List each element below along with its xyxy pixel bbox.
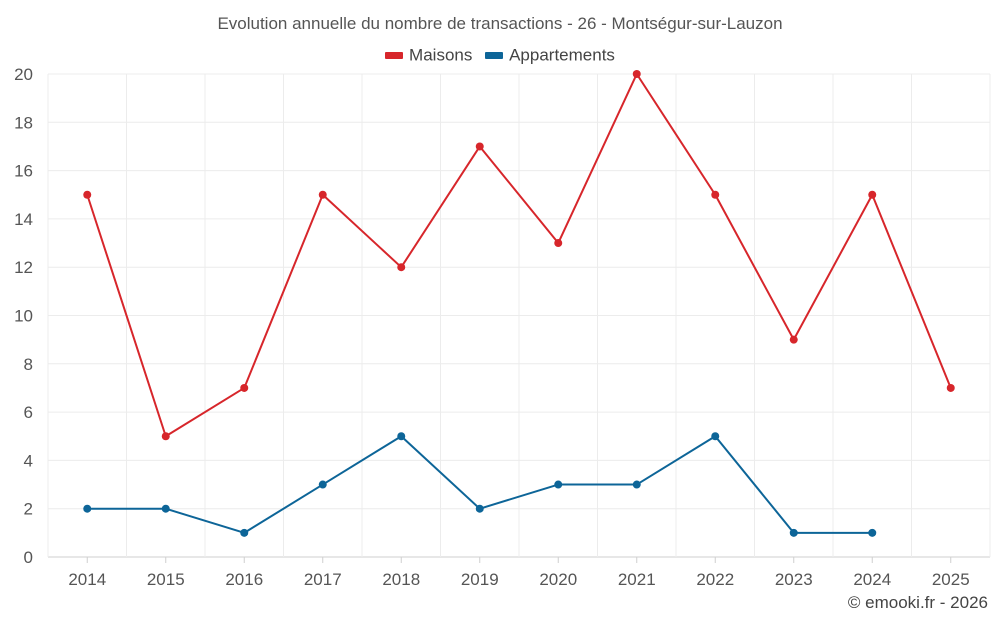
x-tick-label: 2025 [932, 570, 970, 589]
chart-title: Evolution annuelle du nombre de transact… [217, 14, 783, 33]
legend-label-maisons: Maisons [409, 45, 473, 65]
data-point-maisons[interactable] [554, 239, 563, 248]
data-point-appartements[interactable] [868, 528, 877, 537]
y-tick-label: 18 [14, 113, 33, 132]
x-tick-label: 2018 [382, 570, 420, 589]
y-tick-label: 6 [24, 403, 33, 422]
data-point-maisons[interactable] [946, 383, 955, 392]
y-tick-label: 12 [14, 258, 33, 277]
legend-swatch-maisons [385, 52, 404, 60]
y-tick-label: 14 [14, 210, 33, 229]
data-point-maisons[interactable] [711, 190, 720, 199]
data-point-maisons[interactable] [868, 190, 877, 199]
data-point-maisons[interactable] [240, 383, 249, 392]
grid [47, 73, 991, 558]
x-tick-label: 2020 [539, 570, 577, 589]
y-tick-label: 0 [24, 548, 33, 567]
data-point-maisons[interactable] [318, 190, 327, 199]
data-point-appartements[interactable] [318, 480, 327, 489]
data-point-appartements[interactable] [397, 432, 406, 441]
y-tick-label: 4 [24, 451, 33, 470]
series-line-maisons [86, 73, 952, 438]
y-tick-label: 8 [24, 355, 33, 374]
x-tick-label: 2024 [853, 570, 891, 589]
data-point-appartements[interactable] [554, 480, 563, 489]
series-layer [83, 70, 955, 537]
data-point-maisons[interactable] [632, 70, 641, 78]
x-tick-label: 2019 [461, 570, 499, 589]
legend-label-appartements: Appartements [509, 45, 615, 65]
data-point-appartements[interactable] [161, 504, 170, 513]
legend-swatch-appartements [485, 52, 504, 60]
legend: Maisons Appartements [0, 45, 1000, 66]
data-point-appartements[interactable] [83, 504, 92, 513]
y-tick-label: 10 [14, 307, 33, 326]
data-point-appartements[interactable] [711, 432, 720, 441]
data-point-appartements[interactable] [789, 528, 798, 537]
x-tick-label: 2015 [147, 570, 185, 589]
x-tick-label: 2017 [304, 570, 342, 589]
x-tick-label: 2021 [618, 570, 656, 589]
y-tick-label: 20 [14, 65, 33, 84]
legend-item-maisons[interactable]: Maisons [385, 45, 472, 66]
x-tick-label: 2016 [225, 570, 263, 589]
data-point-appartements[interactable] [475, 504, 484, 513]
x-tick-label: 2022 [696, 570, 734, 589]
data-point-maisons[interactable] [789, 335, 798, 344]
legend-item-appartements[interactable]: Appartements [485, 45, 615, 66]
data-point-maisons[interactable] [161, 432, 170, 441]
y-tick-label: 16 [14, 162, 33, 181]
x-tick-label: 2014 [68, 570, 106, 589]
credit-text: © emooki.fr - 2026 [847, 593, 988, 612]
y-tick-label: 2 [24, 500, 33, 519]
data-point-maisons[interactable] [475, 142, 484, 151]
axes: 0 2 4 6 8 10 12 14 16 18 20 2014 2015 2016 2017 2018 201… [14, 65, 970, 589]
x-tick-label: 2023 [775, 570, 813, 589]
data-point-maisons[interactable] [397, 263, 406, 272]
data-point-appartements[interactable] [240, 528, 249, 537]
data-point-maisons[interactable] [83, 190, 92, 199]
data-point-appartements[interactable] [632, 480, 641, 489]
